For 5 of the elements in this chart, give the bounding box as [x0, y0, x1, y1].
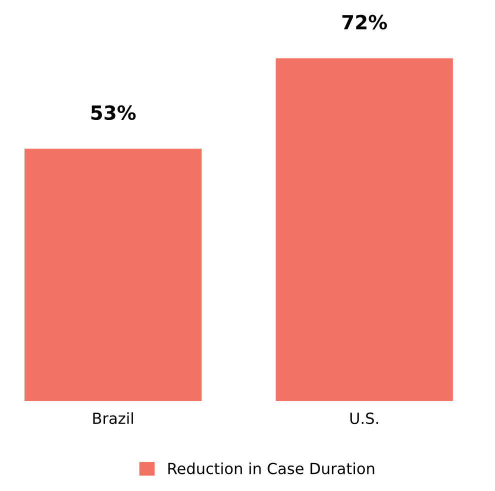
x-tick-label: Brazil [93, 412, 133, 424]
legend-label: Reduction in Case Duration [168, 462, 374, 474]
x-tick-label: U.S. [350, 412, 378, 424]
data-label: 53% [91, 105, 136, 120]
data-label: 72% [342, 14, 387, 30]
